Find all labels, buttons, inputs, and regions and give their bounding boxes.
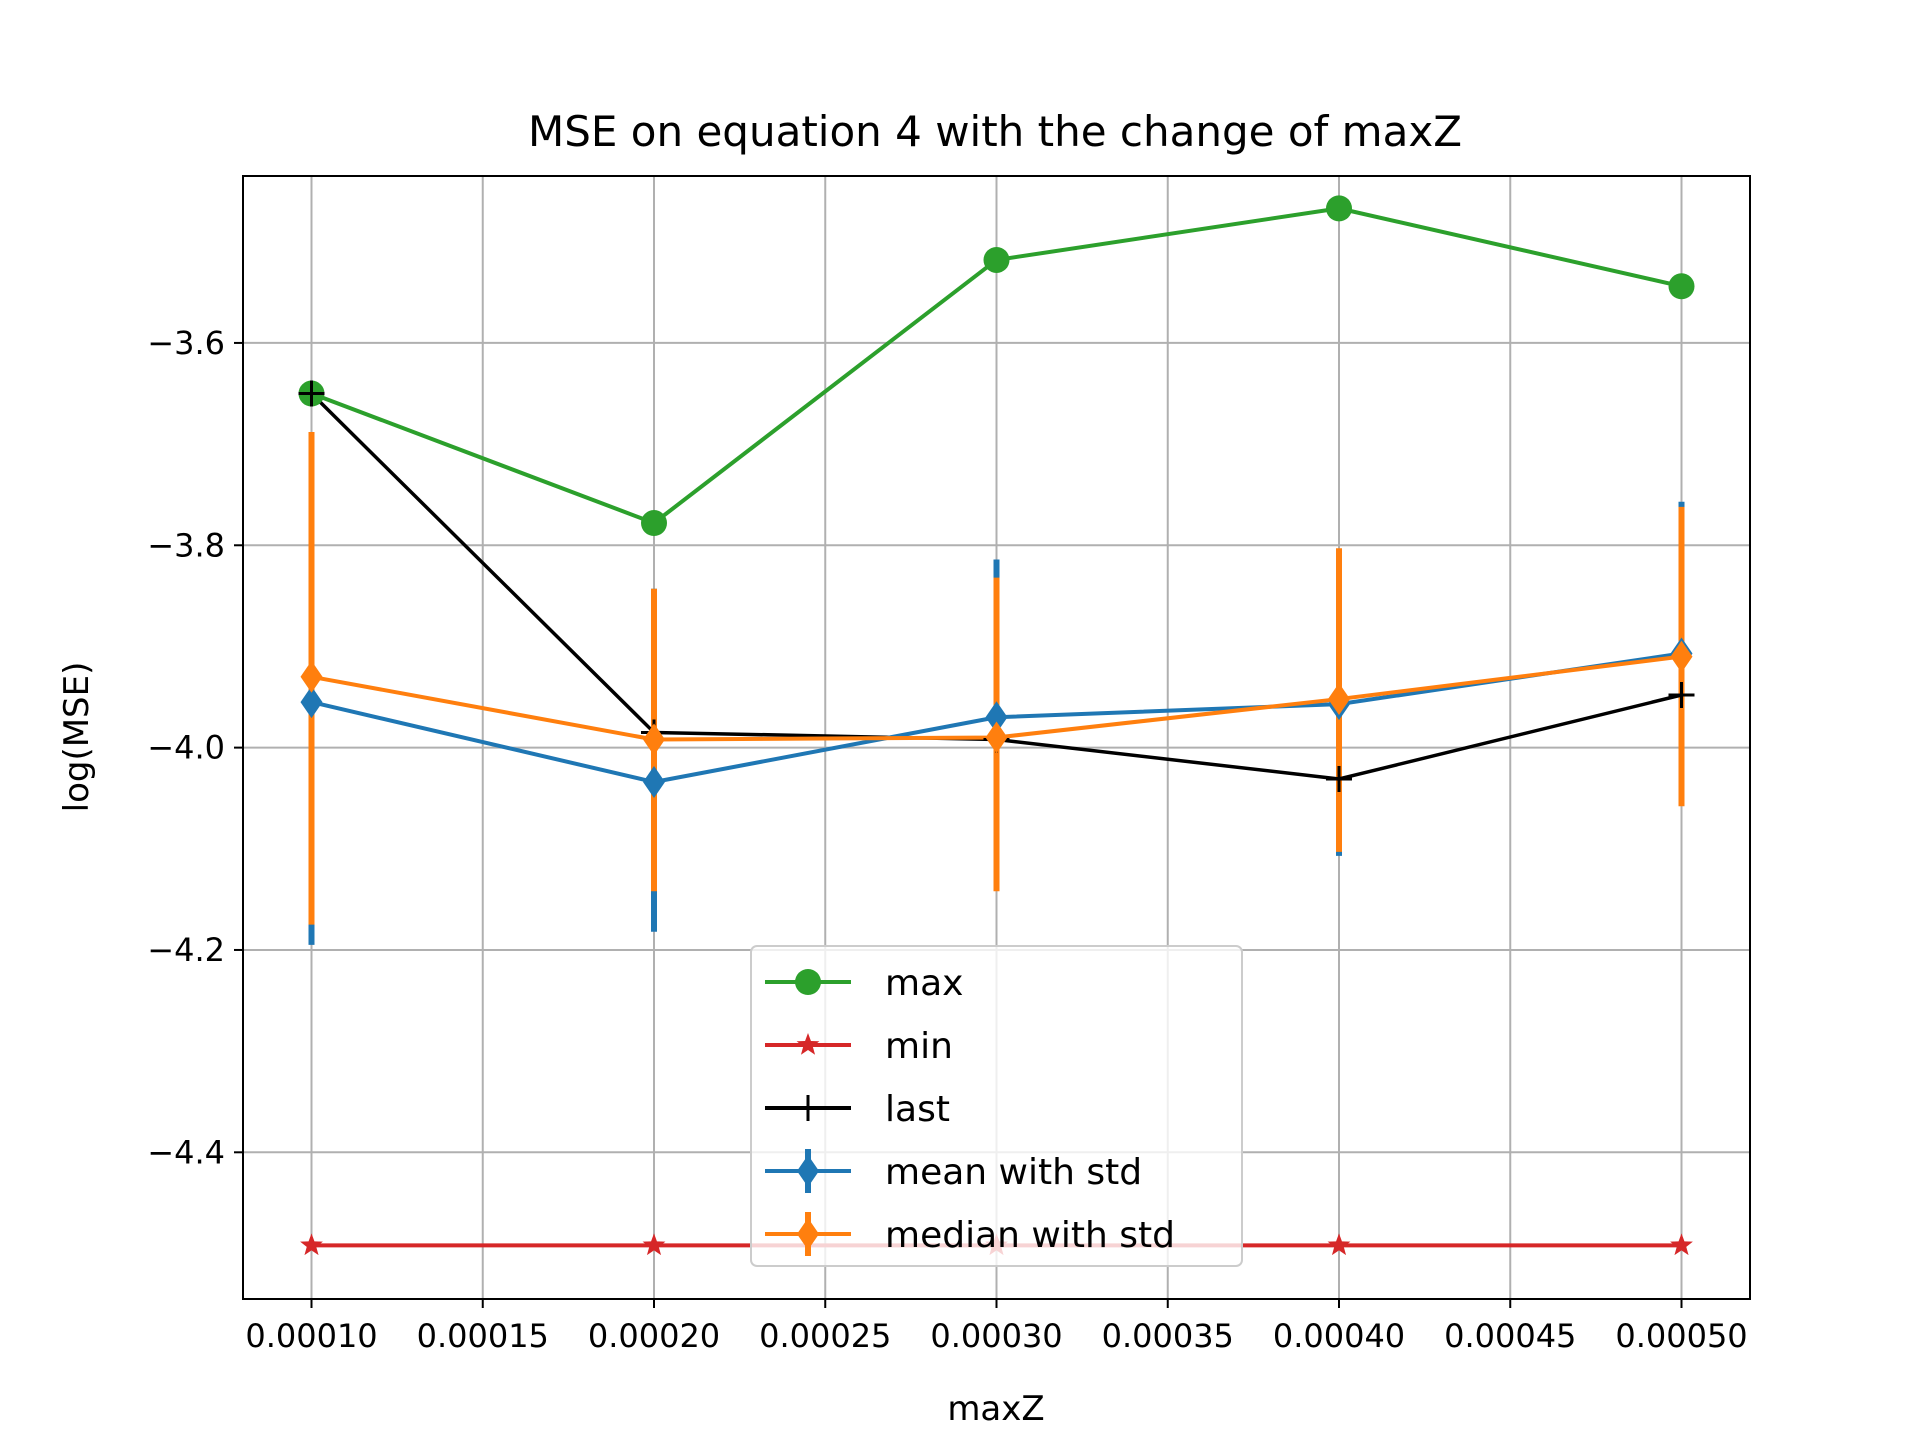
data-point (1670, 1233, 1693, 1256)
legend: max min last mean with std median with std (750, 945, 1243, 1267)
data-point (985, 721, 1008, 754)
data-point (1668, 682, 1695, 709)
x-tick-label: 0.00040 (1273, 1317, 1405, 1355)
legend-swatch-marker (797, 1218, 819, 1250)
data-point (300, 686, 323, 719)
data-point (643, 723, 665, 756)
y-tick-label: −3.6 (147, 324, 225, 362)
y-tick-label: −4.2 (147, 931, 225, 969)
y-axis: −3.6 −3.8 −4.0 −4.2 −4.4 (147, 324, 243, 1171)
legend-label: max (885, 963, 963, 1004)
data-point (642, 1233, 666, 1256)
x-axis-label: maxZ (947, 1389, 1044, 1429)
data-point (1327, 1233, 1351, 1256)
legend-label: median with std (885, 1215, 1175, 1256)
x-tick-label: 0.00025 (759, 1317, 891, 1355)
x-tick-label: 0.00035 (1102, 1317, 1234, 1355)
x-tick-label: 0.00030 (930, 1317, 1062, 1355)
legend-label: min (885, 1026, 953, 1067)
legend-swatch-marker (795, 969, 821, 995)
data-point (643, 766, 665, 799)
data-point (1326, 195, 1352, 222)
legend-label: last (885, 1089, 950, 1130)
chart-title: MSE on equation 4 with the change of max… (528, 107, 1462, 156)
data-point (985, 701, 1008, 734)
y-axis-label: log(MSE) (57, 662, 97, 813)
y-tick-label: −4.0 (147, 729, 225, 767)
data-point (298, 380, 325, 407)
legend-swatch-marker (797, 1155, 819, 1187)
data-point (1670, 640, 1693, 673)
x-tick-label: 0.00010 (245, 1317, 377, 1355)
data-point (1668, 273, 1695, 300)
data-point (641, 510, 667, 537)
data-point (983, 246, 1010, 273)
data-point (1326, 765, 1352, 792)
legend-box (750, 945, 1243, 1267)
x-axis: 0.00010 0.00015 0.00020 0.00025 0.00030 0.000… (245, 1299, 1748, 1355)
data-point (300, 660, 323, 693)
y-tick-label: −3.8 (147, 526, 225, 564)
legend-swatch-marker (796, 1033, 820, 1055)
data-point (300, 1233, 323, 1256)
series-markers (298, 195, 1695, 1256)
legend-swatch-marker (795, 1095, 821, 1121)
x-tick-label: 0.00045 (1444, 1317, 1576, 1355)
x-tick-label: 0.00020 (588, 1317, 720, 1355)
legend-label: mean with std (885, 1152, 1142, 1193)
x-tick-label: 0.00050 (1615, 1317, 1747, 1355)
x-tick-label: 0.00015 (417, 1317, 549, 1355)
y-tick-label: −4.4 (147, 1133, 225, 1171)
data-point (1328, 683, 1350, 716)
